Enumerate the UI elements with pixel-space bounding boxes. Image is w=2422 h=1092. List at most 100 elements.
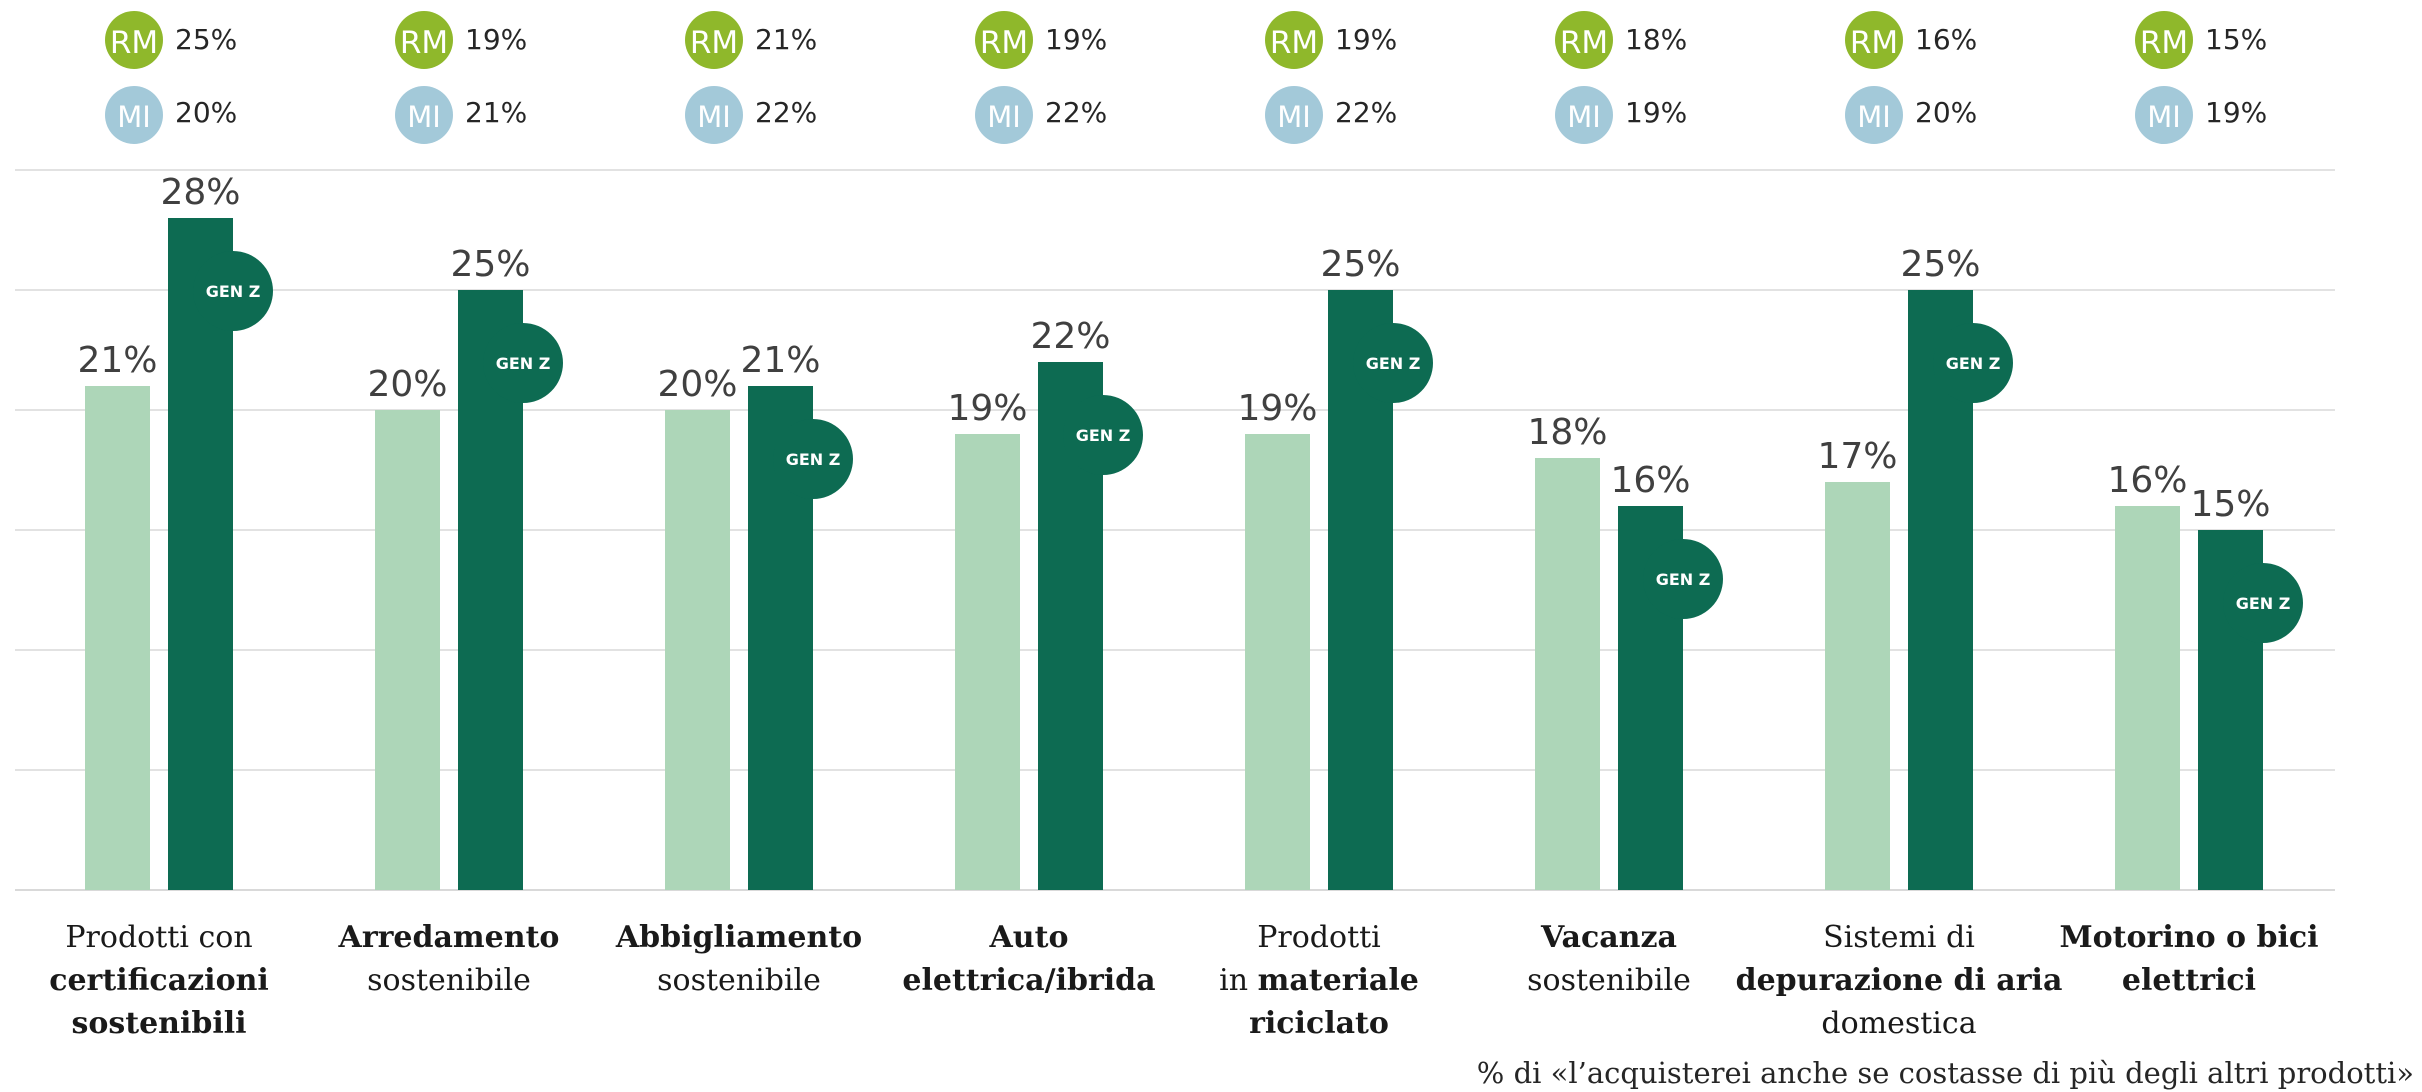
rm-value: 19% [465,23,527,56]
category-label-part: sostenibile [367,963,531,998]
category-label-part: Abbigliamento [615,920,862,955]
rm-badge-label: RM [2140,25,2188,61]
category-label: depurazione di aria [1736,963,2063,998]
genz-badge-label: GEN Z [2236,594,2291,613]
category-label-part: Vacanza [1540,920,1677,955]
category-label-part: depurazione di aria [1736,963,2063,998]
rm-badge [1265,11,1323,69]
category-label-part: sostenibile [657,963,821,998]
rm-badge [395,11,453,69]
category-label: Abbigliamento [615,920,862,955]
category-label: Prodotti [1257,920,1381,955]
category-label: elettrici [2122,963,2256,998]
mi-badge [395,86,453,144]
genz-badge [1933,323,2013,403]
mi-badge-label: MI [117,100,151,134]
mi-badge-label: MI [697,100,731,134]
category-label: sostenibile [657,963,821,998]
value-label: 22% [1030,316,1110,357]
mi-value: 22% [1335,96,1397,129]
footnote: % di «l’acquisterei anche se costasse di… [1477,1056,2414,1090]
category-label: sostenibile [1527,963,1691,998]
value-label: 19% [1237,388,1317,429]
bar-total [85,386,150,890]
genz-badge [1643,539,1723,619]
mi-badge [2135,86,2193,144]
rm-badge-label: RM [1850,25,1898,61]
category-label: domestica [1821,1006,1976,1041]
rm-badge [105,11,163,69]
value-label: 21% [740,340,820,381]
category-label-part: Prodotti con [65,920,252,955]
mi-badge-label: MI [1567,100,1601,134]
rm-badge-label: RM [1270,25,1318,61]
mi-value: 22% [1045,96,1107,129]
rm-badge [1555,11,1613,69]
rm-badge-label: RM [1560,25,1608,61]
category-label: certificazioni [49,963,269,998]
category-label: Vacanza [1540,920,1677,955]
category-label-part: elettrica/ibrida [902,963,1155,998]
genz-badge [2223,563,2303,643]
mi-value: 20% [1915,96,1977,129]
genz-badge-label: GEN Z [1946,354,2001,373]
rm-value: 18% [1625,23,1687,56]
category-label: sostenibili [71,1006,246,1041]
mi-value: 19% [1625,96,1687,129]
value-label: 19% [947,388,1027,429]
mi-badge-label: MI [1857,100,1891,134]
genz-badge [1353,323,1433,403]
value-label: 15% [2190,484,2270,525]
category-label: in materiale [1219,963,1419,998]
bar-total [375,410,440,890]
mi-badge-label: MI [987,100,1021,134]
value-label: 20% [657,364,737,405]
mi-badge-label: MI [407,100,441,134]
genz-badge [773,419,853,499]
rm-value: 15% [2205,23,2267,56]
category-label-part: sostenibili [71,1006,246,1041]
category-label-part: Sistemi di [1823,920,1975,955]
mi-badge [105,86,163,144]
genz-badge-label: GEN Z [1076,426,1131,445]
category-label-part: Arredamento [338,920,560,955]
mi-badge [1845,86,1903,144]
genz-badge-label: GEN Z [1656,570,1711,589]
genz-badge [1063,395,1143,475]
mi-value: 20% [175,96,237,129]
value-label: 16% [1610,460,1690,501]
mi-badge [1265,86,1323,144]
category-label-part: riciclato [1249,1006,1389,1041]
category-label-part: in [1219,963,1257,998]
rm-value: 16% [1915,23,1977,56]
category-label: Sistemi di [1823,920,1975,955]
value-label: 16% [2107,460,2187,501]
rm-value: 21% [755,23,817,56]
bar-total [1535,458,1600,890]
rm-badge [685,11,743,69]
category-label: sostenibile [367,963,531,998]
genz-badge-label: GEN Z [786,450,841,469]
bar-total [1245,434,1310,890]
value-label: 25% [1320,244,1400,285]
mi-badge [685,86,743,144]
value-label: 25% [450,244,530,285]
genz-badge [193,251,273,331]
mi-value: 21% [465,96,527,129]
bar-total [665,410,730,890]
bar-total [1825,482,1890,890]
rm-value: 25% [175,23,237,56]
rm-badge-label: RM [400,25,448,61]
category-label-part: materiale [1258,963,1419,998]
rm-badge [1845,11,1903,69]
category-label: Prodotti con [65,920,252,955]
category-label: elettrica/ibrida [902,963,1155,998]
category-label-part: Prodotti [1257,920,1381,955]
value-label: 21% [77,340,157,381]
rm-badge [975,11,1033,69]
bar-total [955,434,1020,890]
category-label: riciclato [1249,1006,1389,1041]
category-label: Auto [989,920,1069,955]
mi-badge-label: MI [2147,100,2181,134]
